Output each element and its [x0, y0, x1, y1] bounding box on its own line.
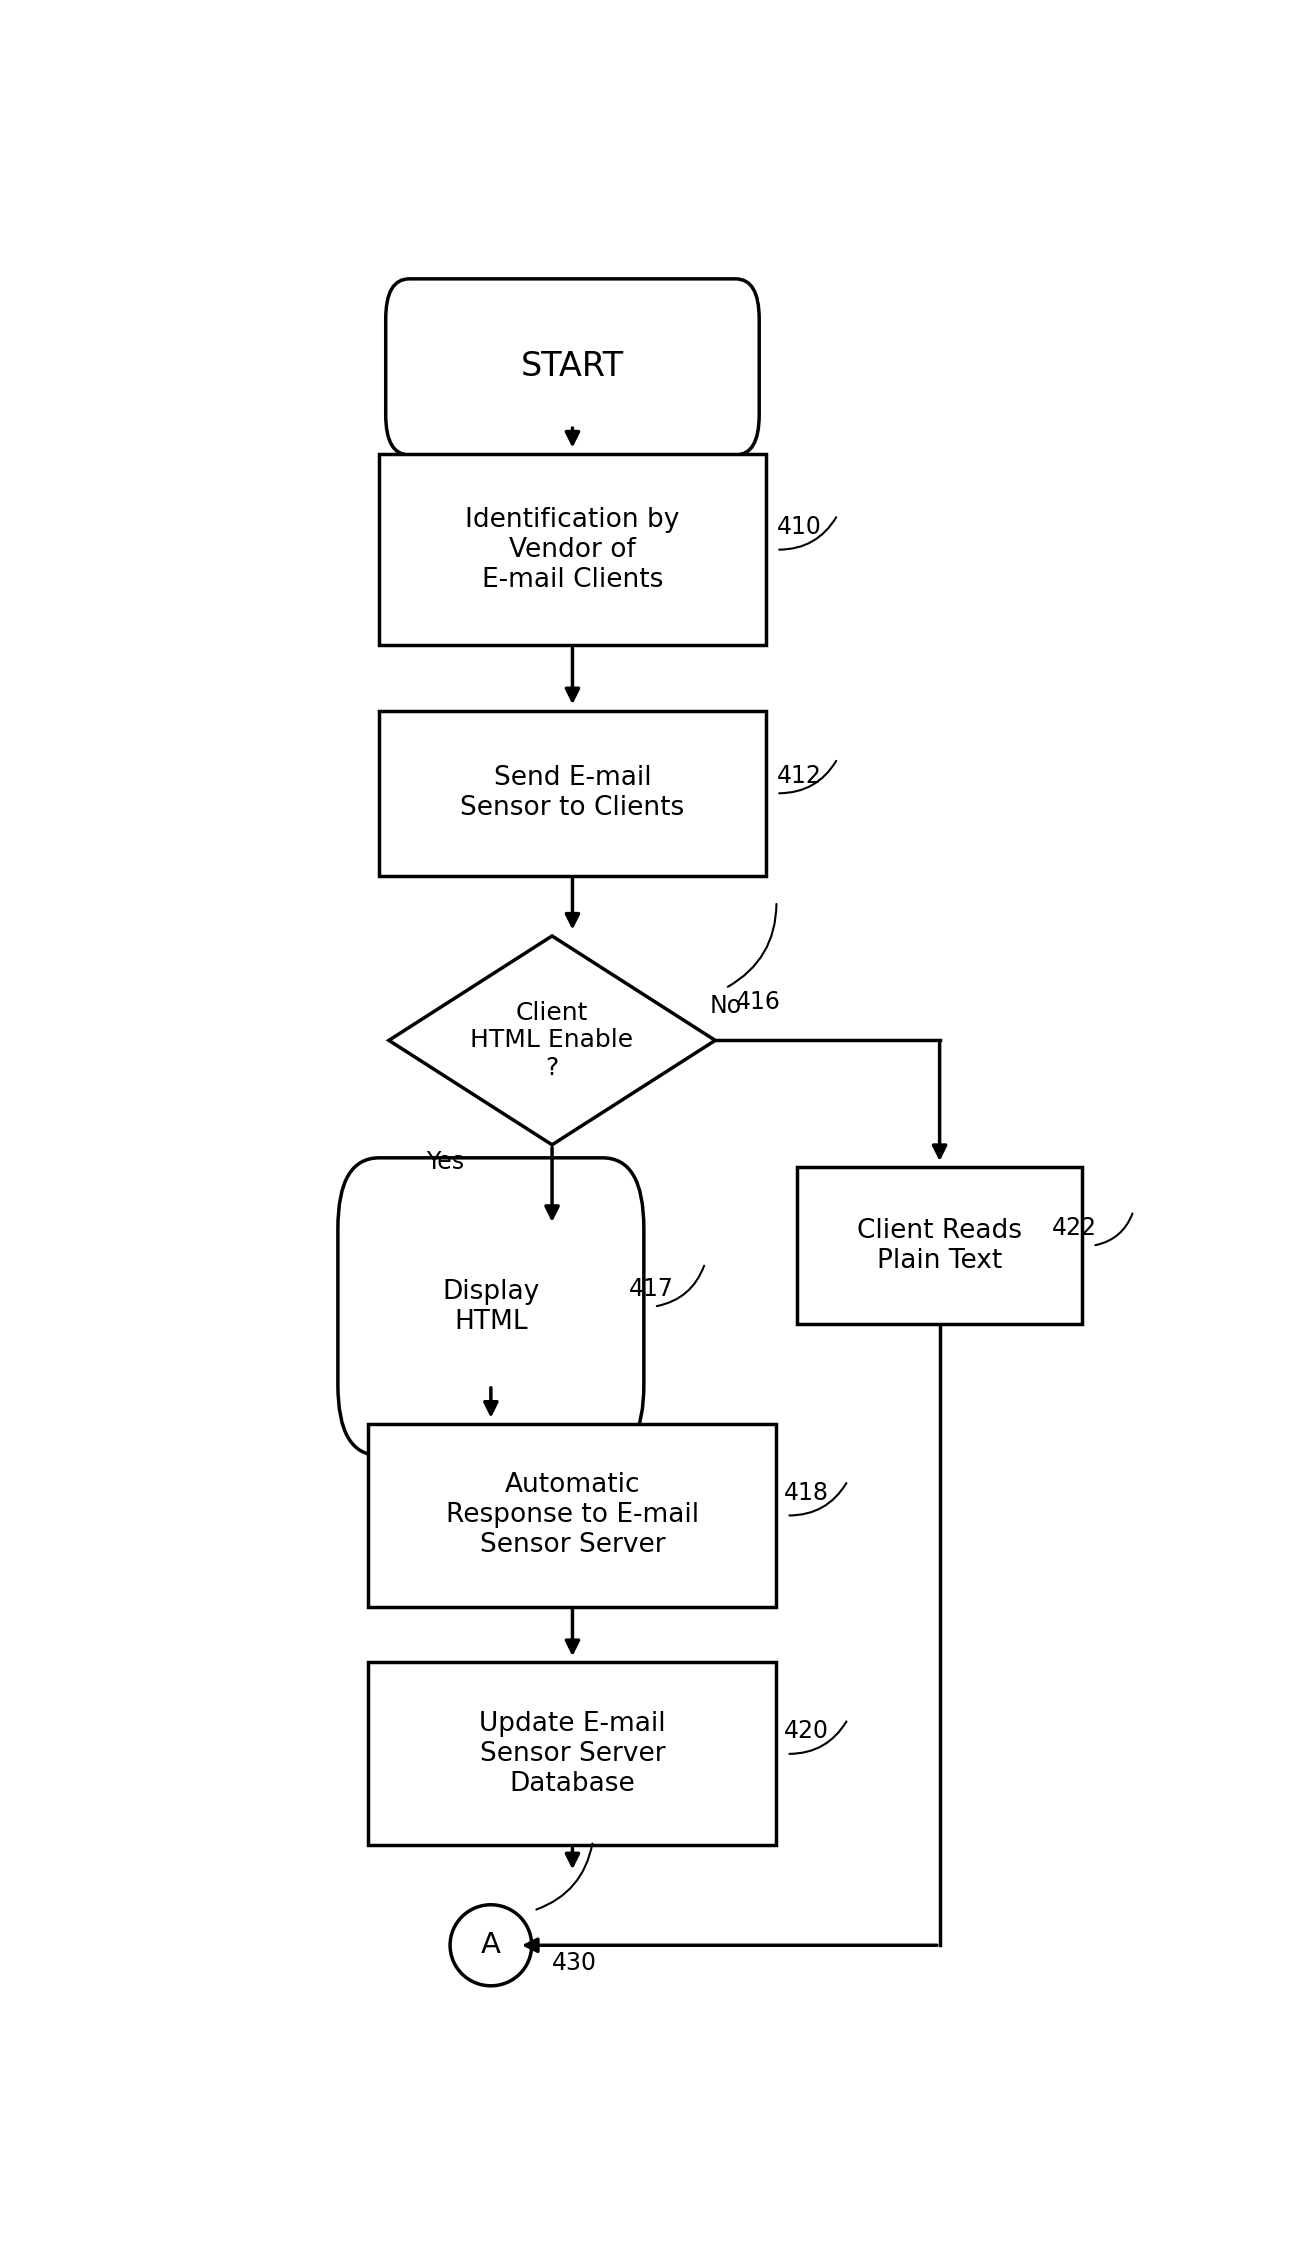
- Text: 410: 410: [776, 515, 821, 538]
- Text: Update E-mail
Sensor Server
Database: Update E-mail Sensor Server Database: [479, 1711, 666, 1797]
- Text: 416: 416: [736, 990, 780, 1015]
- Text: 430: 430: [553, 1950, 597, 1975]
- Text: No: No: [709, 994, 741, 1017]
- Text: 418: 418: [783, 1480, 829, 1505]
- Text: START: START: [521, 350, 624, 384]
- FancyBboxPatch shape: [386, 278, 759, 454]
- Ellipse shape: [450, 1905, 532, 1987]
- Bar: [368, 1663, 776, 1844]
- Text: Identification by
Vendor of
E-mail Clients: Identification by Vendor of E-mail Clien…: [466, 506, 679, 592]
- Text: Send E-mail
Sensor to Clients: Send E-mail Sensor to Clients: [461, 766, 684, 820]
- Text: 412: 412: [776, 764, 821, 789]
- FancyBboxPatch shape: [338, 1157, 644, 1455]
- Text: 422: 422: [1051, 1216, 1096, 1241]
- Bar: [379, 710, 766, 877]
- Bar: [379, 454, 766, 646]
- Text: Client
HTML Enable
?: Client HTML Enable ?: [471, 1001, 633, 1080]
- Text: Automatic
Response to E-mail
Sensor Server: Automatic Response to E-mail Sensor Serv…: [446, 1474, 699, 1559]
- Bar: [368, 1424, 776, 1607]
- Text: Yes: Yes: [426, 1150, 465, 1175]
- Text: A: A: [480, 1932, 501, 1959]
- Text: Client Reads
Plain Text: Client Reads Plain Text: [857, 1218, 1023, 1275]
- Text: 417: 417: [629, 1277, 674, 1302]
- Bar: [797, 1168, 1082, 1324]
- Text: Display
HTML: Display HTML: [442, 1279, 540, 1336]
- Text: 420: 420: [783, 1720, 829, 1742]
- Polygon shape: [390, 936, 716, 1146]
